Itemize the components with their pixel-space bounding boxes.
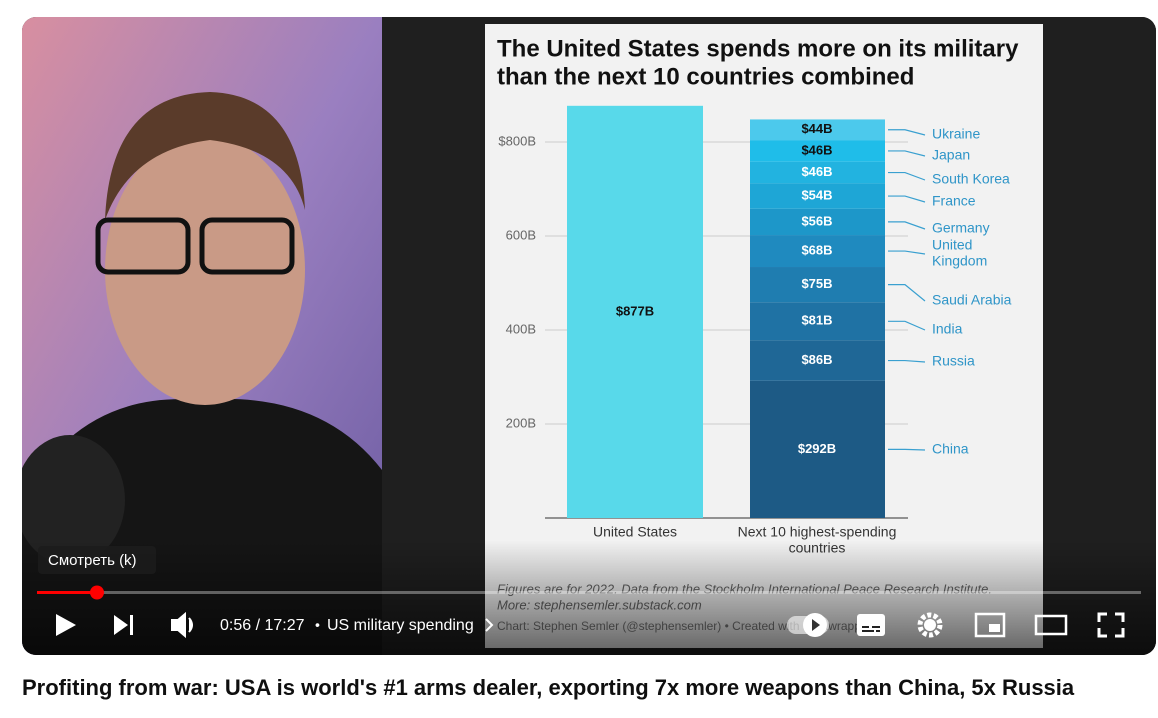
segment-label: Germany (932, 220, 990, 236)
value-label: $292B (798, 441, 836, 456)
segment-label: South Korea (932, 171, 1010, 187)
bar-segment (750, 340, 885, 381)
segment-label: China (932, 441, 969, 457)
leader-line (888, 195, 926, 203)
settings-button[interactable] (917, 612, 943, 638)
chapter-arrow[interactable] (485, 618, 494, 632)
value-label: $68B (801, 242, 832, 257)
glasses (199, 217, 295, 275)
bar-segment (750, 140, 885, 162)
tooltip-bg (38, 546, 156, 574)
bar-segment (750, 119, 885, 141)
bar-segment (750, 267, 885, 303)
chapter[interactable]: US military spending (327, 617, 474, 634)
time: 0:56 / 17:27 (220, 617, 305, 634)
value-label: $44B (801, 121, 832, 136)
value-label: $877B (616, 303, 654, 318)
segment-label: Ukraine (932, 126, 980, 142)
bar-segment (750, 380, 885, 518)
value-label: $75B (801, 276, 832, 291)
value-label: $46B (801, 142, 832, 157)
segment-label: India (932, 321, 963, 337)
miniplayer-button[interactable] (974, 612, 1006, 638)
segment-label: Saudi Arabia (932, 292, 1012, 308)
leader-line (888, 284, 926, 302)
value-label: $46B (801, 164, 832, 179)
chart-title: The United States spends more on its mil… (497, 35, 1019, 62)
tooltip: Смотреть (k) (48, 552, 137, 569)
theater-button[interactable] (1034, 614, 1068, 636)
progress-played (37, 591, 97, 594)
segment-label: Japan (932, 147, 970, 163)
fullscreen-button[interactable] (1097, 612, 1125, 638)
progress-track (37, 591, 1141, 594)
progress-scrubber[interactable] (90, 585, 104, 600)
y-tick-label: 400B (506, 321, 536, 336)
separator: • (315, 617, 320, 633)
next-button[interactable] (114, 615, 133, 635)
subtitles-icon (862, 626, 880, 632)
microphone (22, 435, 125, 565)
value-label: $56B (801, 213, 832, 228)
presenter-hair (105, 92, 305, 220)
segment-label: Russia (932, 353, 975, 369)
bar-segment (750, 208, 885, 236)
bar-segment (750, 161, 885, 184)
y-tick-label: 600B (506, 227, 536, 242)
leader-line (888, 359, 926, 363)
video-title: Profiting from war: USA is world's #1 ar… (22, 675, 1075, 700)
video[interactable]: The United States spends more on its mil… (15, 17, 1156, 655)
x-tick-label: United States (593, 524, 677, 540)
autoplay-icon (812, 619, 820, 631)
leader-line (888, 448, 926, 451)
bar (567, 105, 703, 518)
y-tick-label: $800B (498, 133, 536, 148)
leader-line (888, 221, 926, 230)
value-label: $86B (801, 352, 832, 367)
glasses (95, 217, 191, 275)
segment-label: France (932, 193, 976, 209)
subtitles-button[interactable] (857, 614, 885, 636)
volume-button[interactable] (171, 611, 193, 639)
bar-segment (750, 302, 885, 341)
segment-label: Kingdom (932, 253, 987, 269)
leader-line (888, 171, 926, 181)
chart-title: than the next 10 countries combined (497, 63, 914, 90)
miniplayer-icon (989, 624, 1000, 632)
value-label: $81B (801, 313, 832, 328)
settings-icon (924, 619, 936, 631)
play-button[interactable] (56, 614, 76, 636)
leader-line (888, 320, 926, 331)
y-tick-label: 200B (506, 415, 536, 430)
leader-line (888, 129, 926, 136)
leader-line (888, 150, 926, 157)
segment-label: United (932, 237, 972, 253)
value-label: $54B (801, 187, 832, 202)
bar-segment (750, 235, 885, 268)
leader-line (888, 250, 926, 255)
x-tick-label: Next 10 highest-spending (738, 524, 897, 540)
bar-segment (750, 183, 885, 209)
controls-shade (22, 540, 1156, 655)
